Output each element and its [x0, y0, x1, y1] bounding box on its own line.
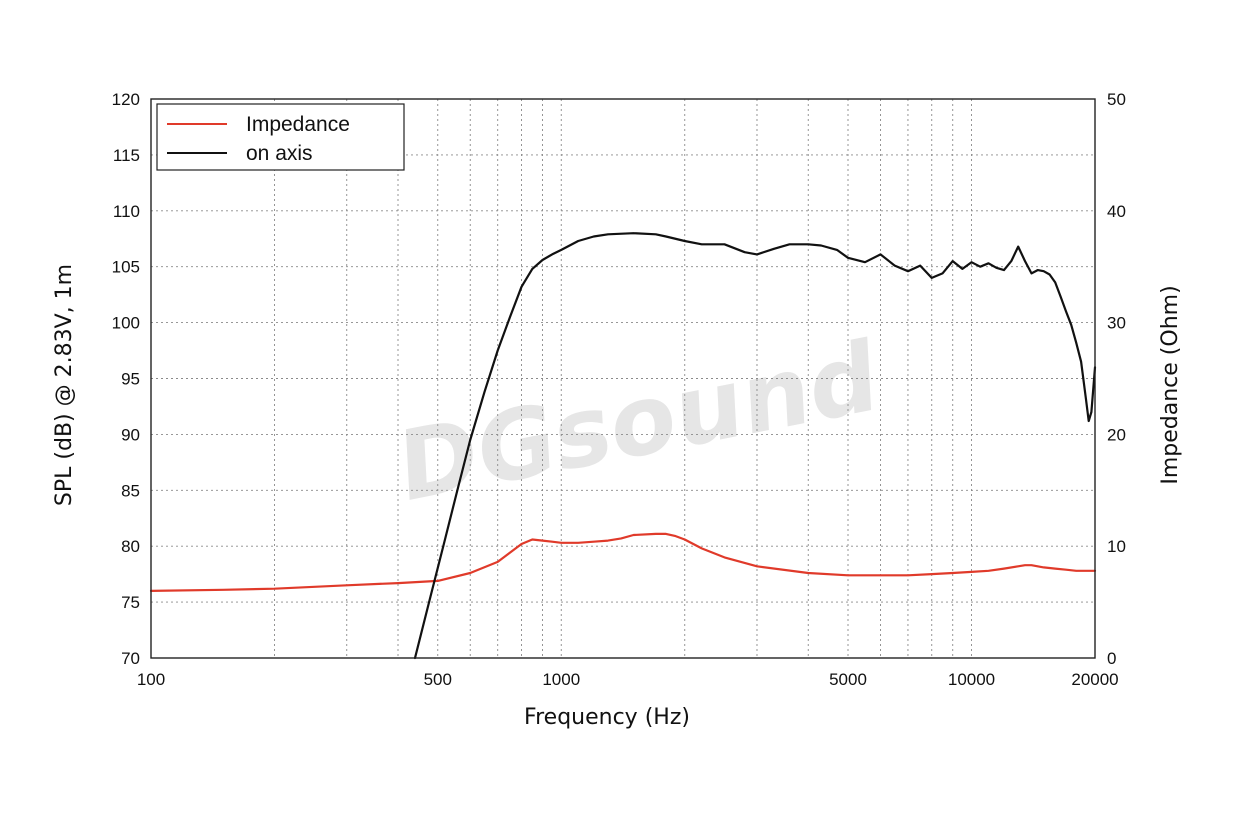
- y-left-tick-label: 100: [112, 314, 140, 333]
- tick-labels: 100 500 1000 5000 10000 200007075808590951001…: [112, 90, 1126, 689]
- y-right-tick-label: 40: [1107, 202, 1126, 221]
- y-left-tick-label: 95: [121, 370, 140, 389]
- y-left-tick-label: 90: [121, 425, 140, 444]
- x-tick-label: 100: [137, 670, 165, 689]
- y-left-tick-label: 75: [121, 593, 140, 612]
- y-left-tick-label: 105: [112, 258, 140, 277]
- legend-label-impedance: Impedance: [246, 113, 350, 136]
- series-lines: [149, 232, 1097, 660]
- x-tick-label: 1000: [542, 670, 580, 689]
- x-tick-label: 5000: [829, 670, 867, 689]
- plot-frame: [150, 98, 1096, 659]
- y-right-tick-label: 10: [1107, 537, 1126, 556]
- x-tick-label: 20000: [1071, 670, 1118, 689]
- series-line-impedance: [149, 532, 1097, 593]
- y-right-tick-label: 20: [1107, 425, 1126, 444]
- x-tick-label: 500: [424, 670, 452, 689]
- y-left-tick-label: 80: [121, 537, 140, 556]
- y-left-tick-label: 115: [113, 146, 140, 165]
- y-right-tick-label: 30: [1107, 314, 1126, 333]
- y-right-tick-label: 0: [1107, 649, 1116, 668]
- series-line-on-axis: [413, 232, 1097, 660]
- y-left-tick-label: 85: [121, 481, 140, 500]
- left-axis-title: SPL (dB) @ 2.83V, 1m: [52, 264, 77, 506]
- watermark-logo: DGsound: [396, 318, 880, 524]
- grid-lines: [151, 99, 1095, 658]
- x-axis-title: Frequency (Hz): [524, 705, 690, 730]
- y-left-tick-label: 120: [112, 90, 140, 109]
- y-left-tick-label: 70: [121, 649, 140, 668]
- legend: Impedance on axis: [156, 103, 405, 171]
- legend-box: [156, 103, 405, 171]
- x-tick-label: 10000: [948, 670, 995, 689]
- y-right-tick-label: 50: [1107, 90, 1126, 109]
- y-left-tick-label: 110: [113, 202, 140, 221]
- right-axis-title: Impedance (Ohm): [1158, 285, 1183, 484]
- legend-label-on-axis: on axis: [246, 142, 313, 165]
